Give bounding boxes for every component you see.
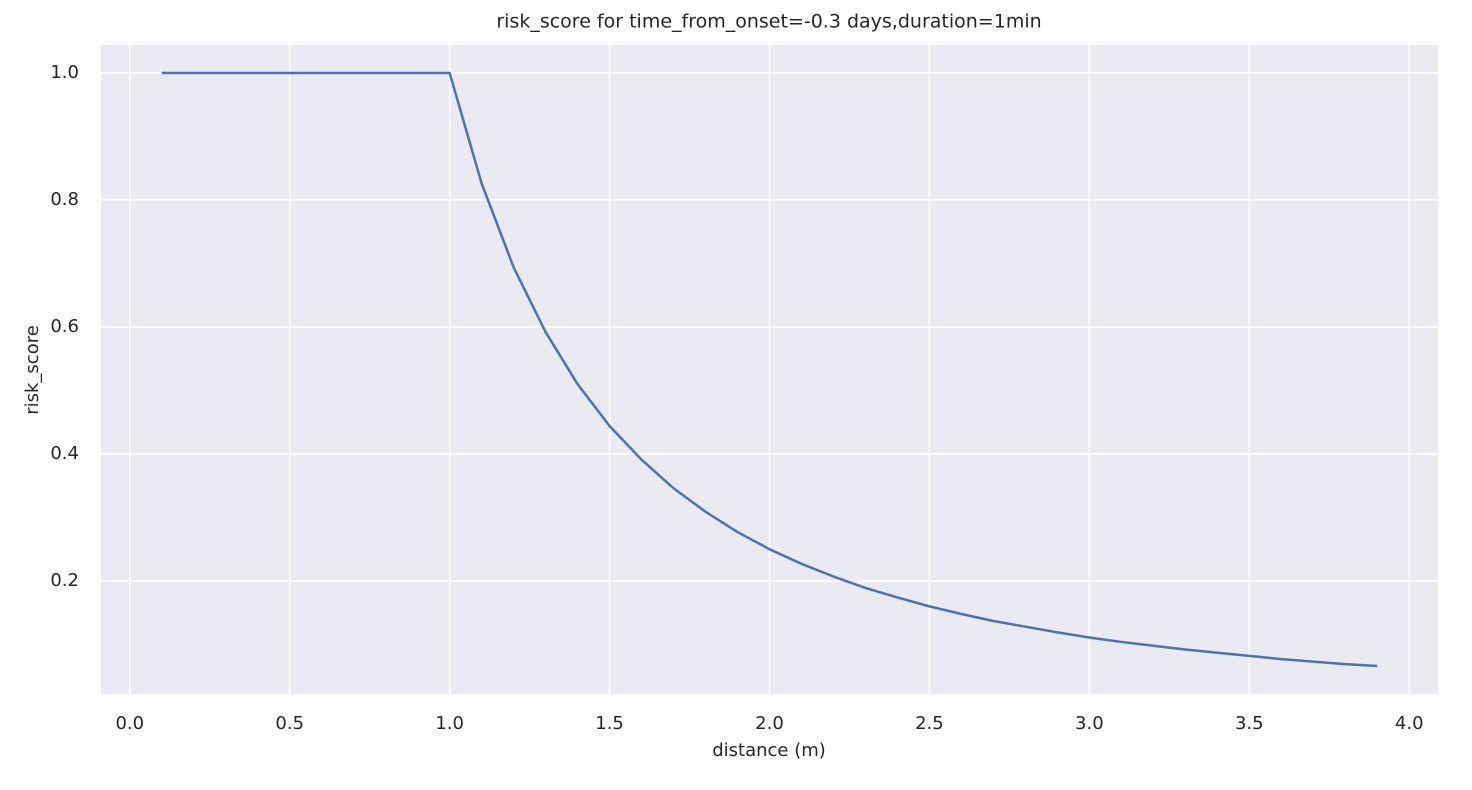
x-tick-label: 0.5 [275, 713, 304, 734]
x-tick-label: 4.0 [1395, 713, 1424, 734]
line [161, 71, 1378, 668]
y-tick-label: 1.0 [50, 62, 79, 83]
x-tick-label: 2.0 [755, 713, 784, 734]
chart-title: risk_score for time_from_onset=-0.3 days… [496, 11, 1041, 33]
x-tick-label: 3.0 [1075, 713, 1104, 734]
x-tick-label: 2.5 [915, 713, 944, 734]
x-tick-label: 1.5 [595, 713, 624, 734]
x-tick-label: 0.0 [115, 713, 144, 734]
x-axis-label: distance (m) [712, 740, 826, 761]
y-tick-label: 0.6 [50, 316, 79, 337]
y-tick-label: 0.2 [50, 570, 79, 591]
x-tick-label: 3.5 [1235, 713, 1264, 734]
y-tick-label: 0.8 [50, 189, 79, 210]
y-tick-label: 0.4 [50, 443, 79, 464]
x-tick-label: 1.0 [435, 713, 464, 734]
y-axis-label: risk_score [22, 325, 43, 415]
